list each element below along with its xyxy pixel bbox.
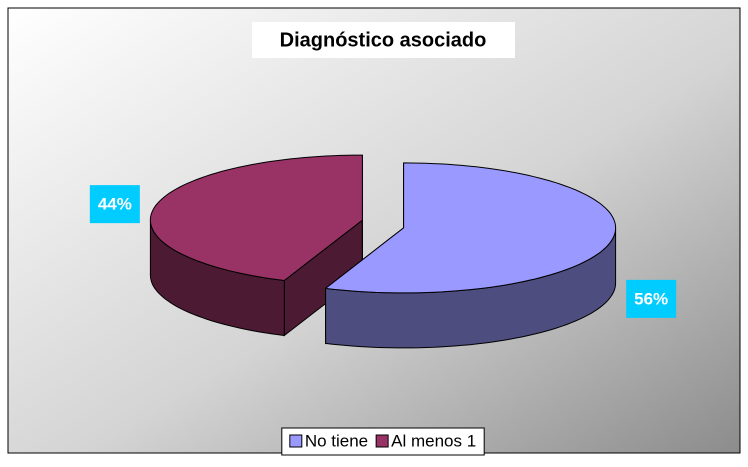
slice: [149, 154, 363, 282]
legend-label: Al menos 1: [391, 431, 476, 450]
data-label: 44%: [98, 195, 132, 214]
chart-title: Diagnóstico asociado: [280, 29, 487, 51]
legend-label: No tiene: [305, 431, 368, 450]
data-label-box: [626, 279, 677, 318]
legend-swatch: [375, 434, 389, 448]
plot-area: [7, 7, 741, 454]
data-label: 56%: [634, 289, 668, 308]
slice: [324, 162, 617, 294]
title-box: [252, 22, 515, 58]
data-label-box: [89, 185, 140, 224]
legend-swatch: [289, 434, 303, 448]
